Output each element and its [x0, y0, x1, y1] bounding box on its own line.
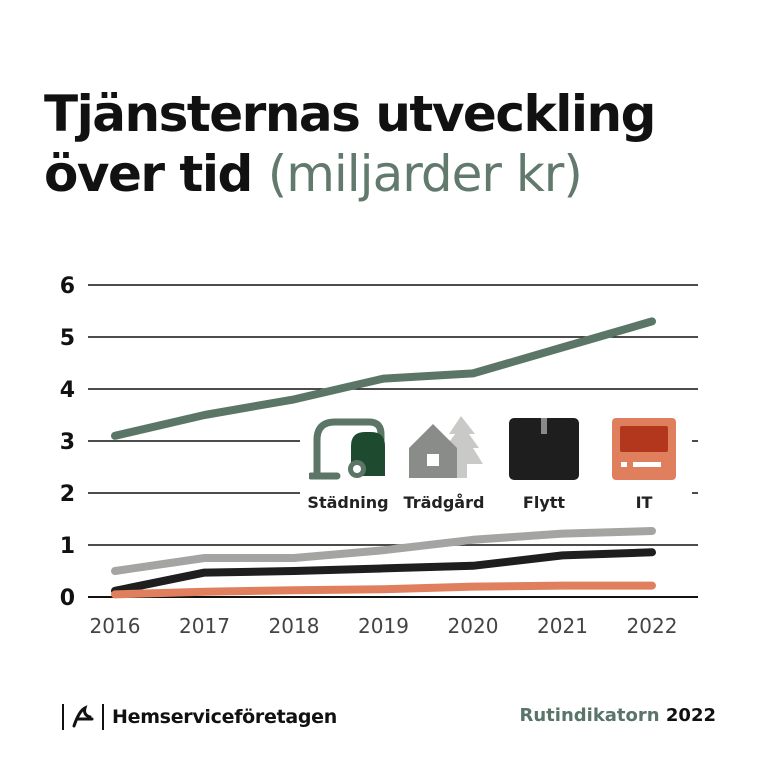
- legend-label: IT: [635, 493, 653, 512]
- legend-label: Städning: [307, 493, 389, 512]
- legend-item-stadning: Städning: [300, 410, 396, 512]
- x-tick-label: 2022: [627, 614, 678, 638]
- legend-item-it: IT: [596, 410, 692, 512]
- title-unit: (miljarder kr): [267, 145, 583, 203]
- series-line-trädgård: [111, 527, 656, 575]
- divider: [62, 704, 64, 730]
- x-tick-label: 2017: [179, 614, 230, 638]
- series-line-it: [111, 581, 656, 599]
- vacuum-cleaner-icon: [309, 418, 385, 480]
- x-tick-label: 2020: [448, 614, 499, 638]
- x-tick-label: 2016: [90, 614, 141, 638]
- y-tick-label: 2: [60, 482, 75, 507]
- report-label: Rutindikatorn 2022: [520, 705, 717, 726]
- y-tick-label: 4: [60, 378, 75, 403]
- divider: [102, 704, 104, 730]
- x-tick-label: 2018: [269, 614, 320, 638]
- chart-title: Tjänsternas utveckling över tid (miljard…: [44, 84, 768, 204]
- legend-item-tradgard: Trädgård: [396, 410, 492, 512]
- legend-label: Flytt: [522, 493, 566, 512]
- house-tree-icon: [409, 416, 483, 478]
- y-tick-label: 3: [60, 430, 75, 455]
- x-tick-label: 2019: [358, 614, 409, 638]
- brand-name: Hemserviceföretagen: [112, 706, 337, 728]
- report-name: Rutindikatorn: [519, 705, 660, 726]
- y-tick-label: 1: [60, 534, 75, 559]
- moving-box-icon: [509, 418, 579, 480]
- report-year: 2022: [665, 705, 716, 726]
- x-tick-label: 2021: [537, 614, 588, 638]
- computer-icon: [612, 418, 676, 480]
- logo-icon: [72, 705, 94, 728]
- series-line-städning: [111, 317, 656, 440]
- series-line-flytt: [111, 548, 656, 595]
- footer-brand: Hemserviceföretagen: [62, 702, 337, 732]
- legend-item-flytt: Flytt: [496, 410, 592, 512]
- y-tick-label: 6: [60, 274, 75, 299]
- y-tick-label: 5: [60, 326, 75, 351]
- title-main: Tjänsternas utveckling över tid: [44, 85, 656, 203]
- y-tick-label: 0: [60, 586, 75, 611]
- legend-label: Trädgård: [403, 493, 485, 512]
- legend: Städning Trädgård Flytt IT: [300, 410, 692, 525]
